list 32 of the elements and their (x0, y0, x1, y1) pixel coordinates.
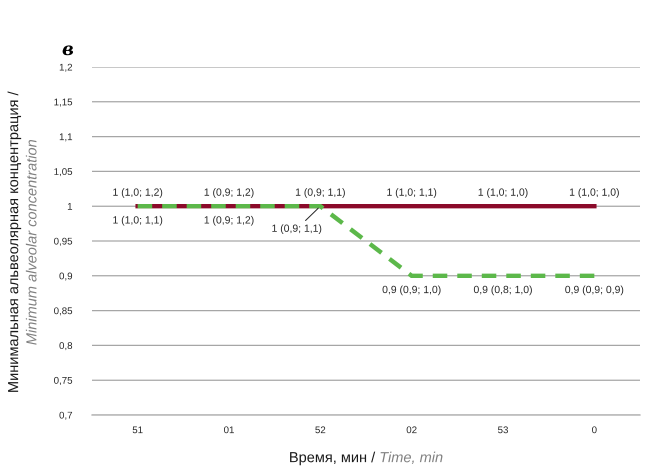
chart-title: в (62, 45, 74, 56)
data-label: 1 (1,0; 1,0) (478, 188, 528, 198)
data-label: 1 (0,9; 1,2) (204, 188, 254, 198)
x-tick-label: 51 (132, 426, 143, 434)
y-tick-label: 1 (68, 203, 72, 210)
x-tick-label: 53 (498, 426, 508, 434)
y-tick-label: 0,9 (59, 272, 72, 281)
x-tick-label: 0 (592, 426, 597, 434)
data-label: 1 (1,0; 1,1) (387, 188, 436, 198)
data-label: 1 (1,0; 1,1) (113, 216, 162, 226)
y-tick-label: 1,1 (60, 133, 72, 142)
y-tick-label: 0,85 (54, 307, 72, 316)
y-tick-label: 0,8 (59, 342, 72, 350)
y-tick-label: 0,75 (54, 376, 72, 385)
x-tick-label: 02 (406, 426, 417, 434)
y-tick-label: 1,15 (54, 98, 72, 107)
x-axis-title: Время, мин / Time, min (290, 452, 442, 466)
data-label: 1 (1,0; 1,0) (570, 188, 619, 198)
data-label: 1 (0,9; 1,1) (272, 224, 322, 234)
data-label: 1 (0,9; 1,2) (204, 216, 254, 226)
x-tick-label: 01 (224, 426, 234, 434)
data-label: 0,9 (0,9; 1,0) (382, 286, 441, 296)
y-tick-label: 0,7 (59, 412, 72, 420)
y-tick-label: 1,2 (60, 64, 72, 72)
data-label: 1 (1,0; 1,2) (113, 188, 162, 198)
y-axis-title: Минимальная альвеолярная концентрация / Minimum alveolar concentration (8, 91, 37, 392)
y-tick-label: 1,05 (54, 168, 72, 176)
data-label: 0,9 (0,8; 1,0) (474, 286, 532, 296)
y-tick-label: 0,95 (54, 238, 72, 246)
data-label: 1 (0,9; 1,1) (296, 188, 345, 198)
data-label: 0,9 (0,9; 0,9) (565, 286, 624, 296)
x-tick-label: 52 (315, 426, 326, 434)
